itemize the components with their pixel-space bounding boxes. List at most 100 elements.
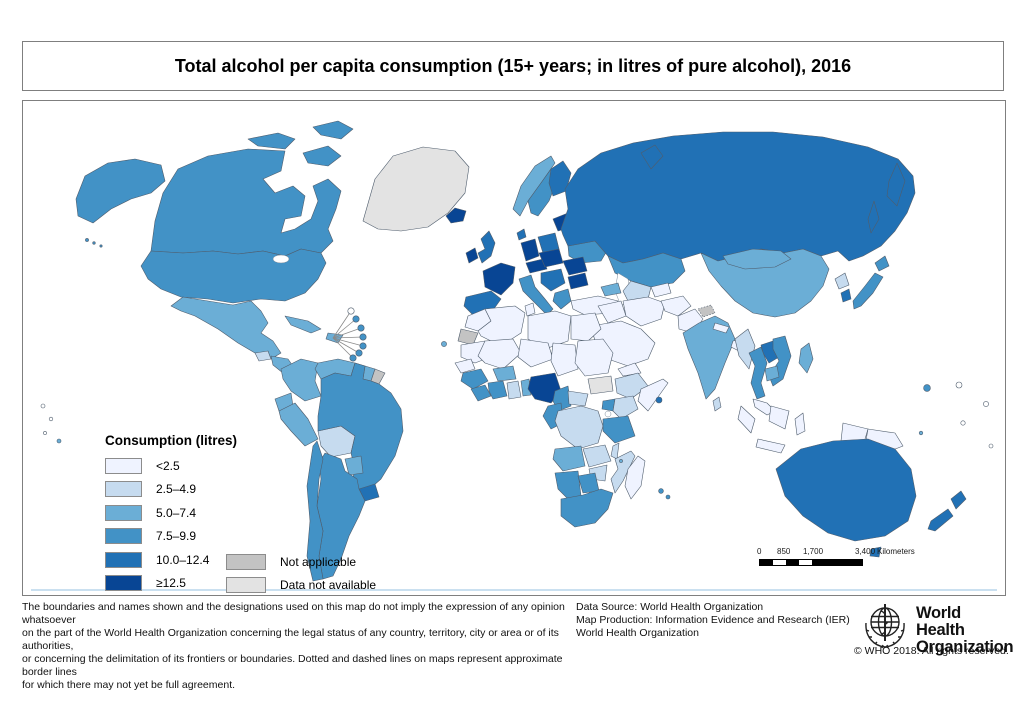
region-car [567, 390, 589, 407]
legend-swatch-2.5-4.9 [105, 481, 142, 497]
data-source-block: Data Source: World Health Organization M… [576, 601, 850, 640]
caribbean-island [359, 333, 367, 341]
scale-tick: 850 [777, 547, 791, 556]
map-title: Total alcohol per capita consumption (15… [174, 55, 852, 76]
region-iceland [445, 207, 467, 224]
region-cuba [284, 315, 322, 334]
caribbean-island [349, 354, 357, 362]
region-niger [517, 338, 554, 368]
caribbean-island [359, 342, 367, 350]
legend-special: Not applicable Data not available [226, 553, 376, 600]
legend: Consumption (litres) <2.5 2.5–4.9 5.0–7.… [105, 433, 237, 598]
region-guinea [460, 368, 489, 390]
pacific-island-open [983, 401, 989, 407]
region-nepal [712, 322, 730, 334]
cape-verde-island [441, 341, 447, 347]
map-frame: Consumption (litres) <2.5 2.5–4.9 5.0–7.… [22, 100, 1006, 596]
scale-bar-labels: 0 850 1,700 3,400 Kilometers [757, 547, 959, 557]
region-angola [552, 445, 586, 472]
region-alaska [75, 158, 166, 224]
region-norway [512, 155, 556, 217]
region-paraguay [344, 455, 364, 476]
west-pacific-island-open [43, 431, 47, 435]
region-denmark [516, 228, 527, 241]
scale-segment [786, 560, 799, 565]
region-sumatra [737, 405, 756, 434]
region-madagascar [624, 455, 646, 500]
region-balkans [540, 268, 566, 292]
region-sierra-liberia [470, 384, 492, 402]
data-source-line: Map Production: Information Evidence and… [576, 614, 850, 626]
region-ghana [506, 380, 522, 400]
region-java [755, 438, 786, 454]
legend-row: <2.5 [105, 457, 237, 474]
region-canada-arctic-1 [247, 132, 296, 150]
region-tasmania [869, 546, 882, 558]
legend-row: Not applicable [226, 553, 376, 570]
region-sudan [574, 338, 614, 377]
legend-swatch-10.0-12.4 [105, 551, 142, 568]
region-france [482, 262, 516, 296]
pacific-island-open [988, 443, 994, 449]
who-logo-text: World Health Organization [916, 604, 1014, 656]
region-philippines [798, 342, 814, 374]
region-japan-honshu [852, 272, 884, 310]
region-south-sudan [587, 375, 614, 395]
legend-label: 2.5–4.9 [156, 482, 197, 496]
region-romania [562, 256, 588, 276]
who-emblem-icon [865, 604, 905, 649]
scale-segment [812, 560, 862, 565]
region-japan-hokkaido [874, 255, 890, 272]
region-india [682, 315, 736, 400]
region-caucasus [600, 282, 622, 297]
legend-label: <2.5 [156, 458, 180, 473]
map-title-box: Total alcohol per capita consumption (15… [22, 41, 1004, 91]
great-lakes [272, 254, 290, 264]
region-senegal [454, 358, 476, 374]
legend-label: 10.0–12.4 [156, 552, 210, 567]
legend-swatch-not-applicable [226, 553, 266, 570]
region-sri-lanka [712, 396, 722, 412]
region-cote-divoire [487, 380, 508, 400]
region-nigeria [527, 372, 562, 404]
region-thailand [748, 346, 768, 400]
region-uk [477, 230, 496, 264]
region-tunisia [524, 302, 536, 317]
scale-unit: Kilometers [877, 547, 915, 556]
who-logo-line: Organization [916, 638, 1014, 656]
region-south-korea [840, 288, 852, 303]
scale-bar-segments [759, 559, 863, 566]
region-nz-south [927, 508, 954, 532]
region-borneo [768, 405, 790, 430]
who-logo-line: World Health [916, 604, 965, 639]
legend-label: Data not available [280, 578, 377, 592]
region-mozambique [610, 450, 636, 494]
region-russia [560, 131, 916, 264]
reunion-island [665, 494, 671, 500]
hawaii-island [85, 238, 89, 242]
scale-segment [773, 560, 786, 565]
legend-row: ≥12.5 [105, 575, 237, 592]
region-cambodia [764, 365, 780, 382]
region-chad [550, 342, 579, 377]
region-libya [527, 310, 572, 350]
region-sakhalin [867, 200, 880, 234]
region-egypt [570, 312, 602, 342]
world-map [23, 101, 1005, 595]
legend-row: 7.5–9.9 [105, 528, 237, 545]
comoros-island [619, 459, 623, 463]
region-eritrea [617, 362, 642, 377]
legend-swatch-5.0-7.4 [105, 504, 142, 521]
scale-tick: 0 [757, 547, 762, 556]
hawaii-island [92, 241, 96, 245]
region-brazil [317, 362, 404, 494]
region-south-africa [560, 488, 614, 528]
region-greece [552, 288, 572, 310]
disclaimer-line: on the part of the World Health Organiza… [22, 627, 559, 652]
west-pacific-island-open [48, 416, 54, 422]
legend-row: 10.0–12.4 [105, 551, 237, 568]
caribbean-leader-lines [332, 310, 364, 359]
disclaimer-line: The boundaries and names shown and the d… [22, 601, 565, 626]
region-italy [518, 274, 554, 316]
